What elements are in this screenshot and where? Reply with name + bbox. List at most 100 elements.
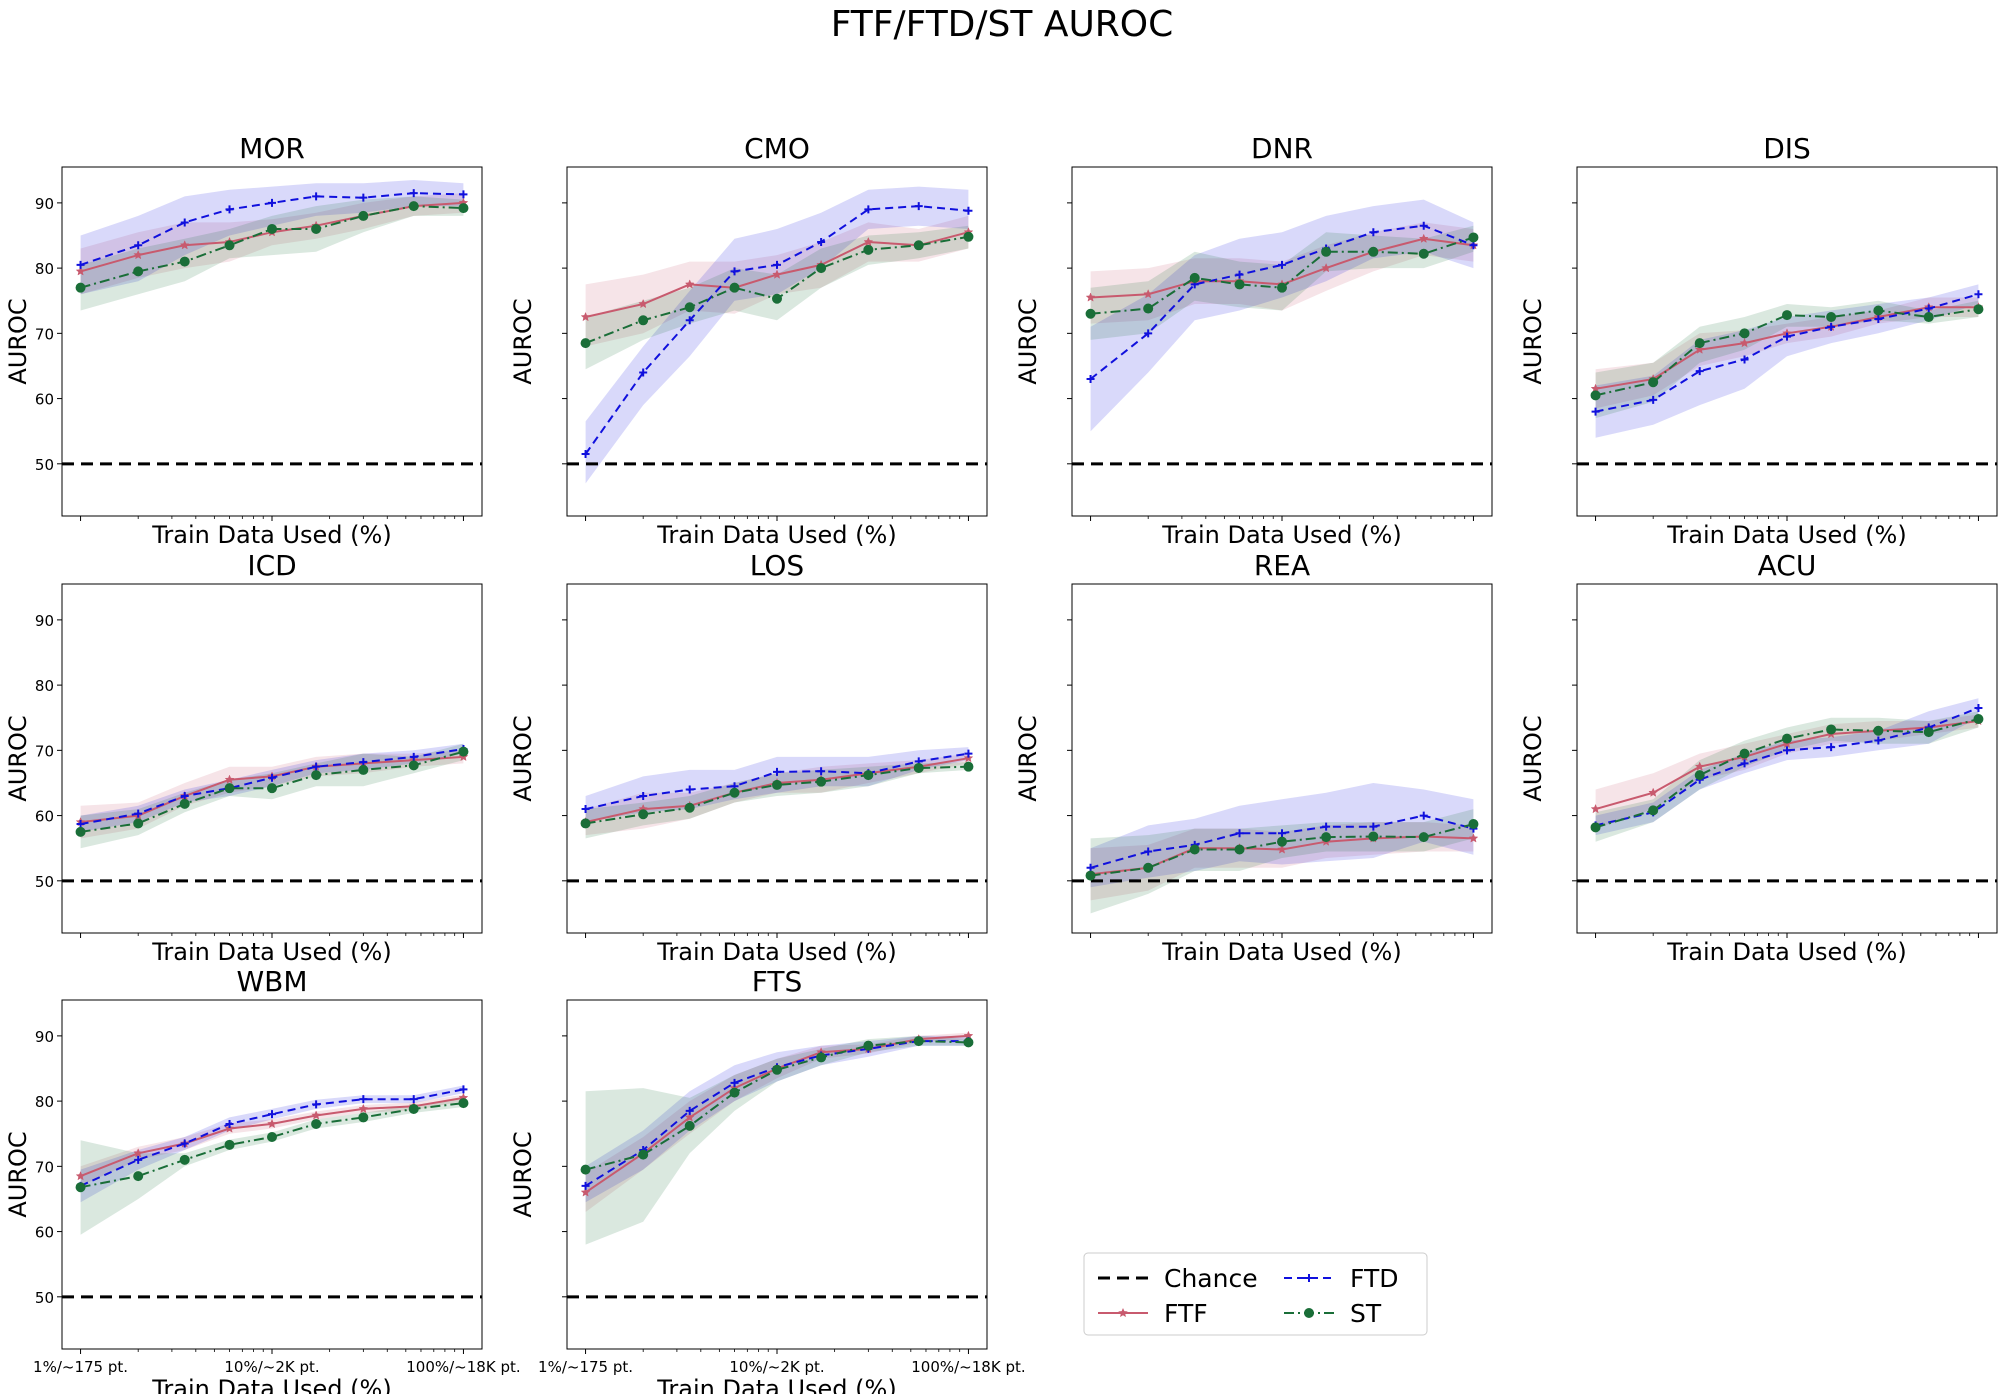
point-ftd	[1874, 314, 1883, 323]
point-ftd	[817, 238, 826, 247]
subplot-icd: 50 60 70 80 90 Train Data Used (%) AUROC ICD	[4, 549, 483, 966]
x-axis-label: Train Data Used (%)	[151, 521, 391, 549]
point-st	[1368, 831, 1379, 842]
y-tick-label: 50	[35, 1289, 54, 1307]
point-st	[267, 1131, 277, 1142]
point-st	[816, 1052, 827, 1063]
y-tick-label: 90	[35, 1028, 54, 1046]
point-st	[1234, 844, 1245, 855]
x-axis-label: Train Data Used (%)	[1666, 521, 1906, 549]
subplot-title: MOR	[239, 132, 305, 165]
subplot-fts: 1%/~175 pt. 10%/~2K pt. 100%/~18K pt. Train…	[509, 965, 1026, 1394]
x-tick-label: 10%/~2K pt.	[224, 1358, 319, 1376]
point-ftd	[459, 190, 468, 199]
point-ftf	[179, 240, 190, 250]
point-ftd	[1695, 367, 1704, 376]
legend-marker	[1305, 1274, 1313, 1282]
y-tick-label: 80	[35, 677, 54, 695]
subplot-mor: 50 60 70 80 90 Train Data Used (%) AUROC MOR	[4, 132, 483, 549]
point-ftd	[964, 206, 973, 215]
plot-area	[1577, 698, 1997, 883]
point-ftd	[359, 1095, 368, 1104]
point-ftd	[225, 1119, 234, 1128]
point-ftd	[730, 267, 739, 276]
point-st	[224, 240, 235, 251]
plot-area	[1072, 199, 1492, 466]
legend-entry-chance: Chance	[1098, 1264, 1258, 1293]
point-st	[267, 223, 277, 234]
point-ftd	[268, 1110, 276, 1119]
point-ftd	[1278, 829, 1286, 838]
plot-area	[62, 743, 482, 883]
point-st	[179, 256, 190, 267]
point-st	[1873, 725, 1884, 736]
point-st	[408, 760, 419, 771]
point-ftd	[1235, 829, 1244, 838]
point-st	[1143, 303, 1154, 314]
point-st	[638, 809, 649, 820]
point-ftd	[685, 785, 694, 794]
point-ftd	[773, 260, 781, 269]
point-ftd	[1974, 703, 1983, 712]
point-st	[963, 1037, 974, 1048]
point-ftf	[684, 1112, 695, 1122]
point-st	[224, 783, 235, 794]
point-ftd	[409, 189, 418, 198]
subplot-title: DNR	[1251, 132, 1313, 165]
band-ftd	[1090, 199, 1474, 432]
band-st	[80, 196, 464, 311]
legend-label: ST	[1350, 1299, 1382, 1328]
point-st	[1782, 310, 1792, 321]
point-ftd	[1740, 355, 1749, 364]
point-ftd	[1469, 241, 1478, 250]
point-ftd	[1874, 736, 1883, 745]
point-st	[358, 1112, 369, 1123]
subplot-dnr: Train Data Used (%) AUROC DNR	[1014, 132, 1493, 549]
x-axis-label: Train Data Used (%)	[1666, 938, 1906, 966]
point-st	[684, 1120, 695, 1131]
point-ftd	[864, 205, 873, 214]
point-ftd	[359, 193, 368, 202]
band-ftd	[80, 743, 464, 832]
point-ftd	[639, 368, 648, 377]
point-st	[75, 1182, 86, 1193]
y-tick-label: 70	[35, 742, 54, 760]
x-tick-label: 1%/~175 pt.	[33, 1358, 128, 1376]
point-ftd	[581, 805, 590, 814]
y-axis-label: AUROC	[509, 1131, 537, 1217]
point-st	[133, 266, 144, 277]
point-ftd	[1649, 395, 1658, 404]
plot-area	[567, 747, 987, 883]
point-ftd	[773, 767, 781, 776]
y-tick-label: 50	[35, 456, 54, 474]
point-st	[75, 826, 86, 837]
point-ftd	[730, 1078, 739, 1087]
point-st	[913, 1036, 924, 1047]
point-ftf	[1694, 761, 1705, 771]
point-ftf	[224, 1123, 235, 1133]
point-st	[1782, 733, 1792, 744]
point-st	[1973, 714, 1984, 725]
legend-entry-st: ST	[1284, 1299, 1382, 1328]
point-st	[963, 761, 974, 772]
point-ftf	[133, 1148, 144, 1158]
y-tick-label: 60	[35, 1224, 54, 1242]
point-ftd	[1369, 228, 1378, 237]
series-line-st	[80, 1102, 464, 1189]
y-tick-label: 80	[35, 1093, 54, 1111]
point-ftd	[1783, 746, 1791, 755]
point-st	[638, 315, 649, 326]
y-tick-label: 60	[35, 808, 54, 826]
point-st	[408, 1103, 419, 1114]
point-st	[816, 263, 827, 274]
legend-marker	[1304, 1308, 1314, 1318]
point-st	[133, 818, 144, 829]
subplot-acu: Train Data Used (%) AUROC ACU	[1519, 549, 1998, 966]
subplot-cmo: Train Data Used (%) AUROC CMO	[509, 132, 988, 549]
point-ftf	[580, 1187, 591, 1197]
point-ftf	[311, 1110, 322, 1120]
point-ftd	[1086, 375, 1095, 384]
subplot-wbm: 50 60 70 80 90 1%/~175 pt. 10%/~2K pt. 100%/~18…	[4, 965, 521, 1394]
point-ftd	[134, 809, 143, 818]
